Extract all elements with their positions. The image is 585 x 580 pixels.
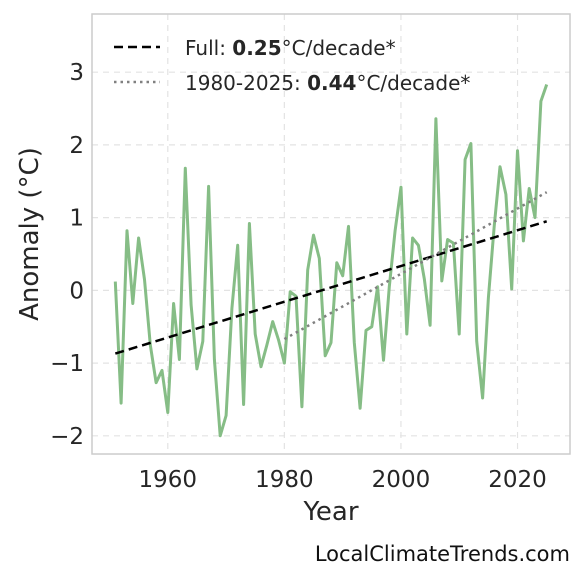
legend: Full: 0.25°C/decade* 1980-2025: 0.44°C/d…: [114, 36, 470, 95]
y-tick-labels: −2 −1 0 1 2 3: [50, 60, 84, 450]
anomaly-series-line: [113, 84, 549, 438]
legend-1980-2025-suffix: °C/decade*: [356, 71, 470, 95]
x-tick-labels: 1960 1980 2000 2020: [139, 467, 547, 493]
plot-frame: [91, 13, 571, 455]
y-tick-label: −1: [50, 351, 84, 377]
y-tick-label: 0: [69, 278, 84, 304]
trend-line-full: [114, 220, 548, 355]
x-tick-label: 1980: [255, 467, 314, 493]
legend-1980-2025-value: 0.44: [307, 71, 356, 95]
y-tick-label: 3: [69, 60, 84, 86]
x-tick-label: 2000: [372, 467, 431, 493]
y-tick-label: 1: [69, 206, 84, 232]
x-axis-title: Year: [302, 497, 358, 527]
legend-entry-full: Full: 0.25°C/decade*: [185, 36, 396, 60]
y-tick-label: 2: [69, 133, 84, 159]
legend-1980-2025-prefix: 1980-2025:: [185, 71, 307, 95]
legend-full-value: 0.25: [232, 36, 281, 60]
x-tick-label: 1960: [139, 467, 198, 493]
legend-full-suffix: °C/decade*: [282, 36, 396, 60]
watermark: LocalClimateTrends.com: [315, 542, 570, 566]
x-tick-label: 2020: [488, 467, 547, 493]
plot-background: [92, 14, 570, 454]
series-layer: [113, 84, 549, 438]
legend-full-prefix: Full:: [185, 36, 232, 60]
legend-entry-1980-2025: 1980-2025: 0.44°C/decade*: [185, 71, 470, 95]
y-axis-title: Anomaly (°C): [15, 147, 45, 321]
trend-line-1980-2025: [283, 191, 548, 341]
y-tick-label: −2: [50, 424, 84, 450]
